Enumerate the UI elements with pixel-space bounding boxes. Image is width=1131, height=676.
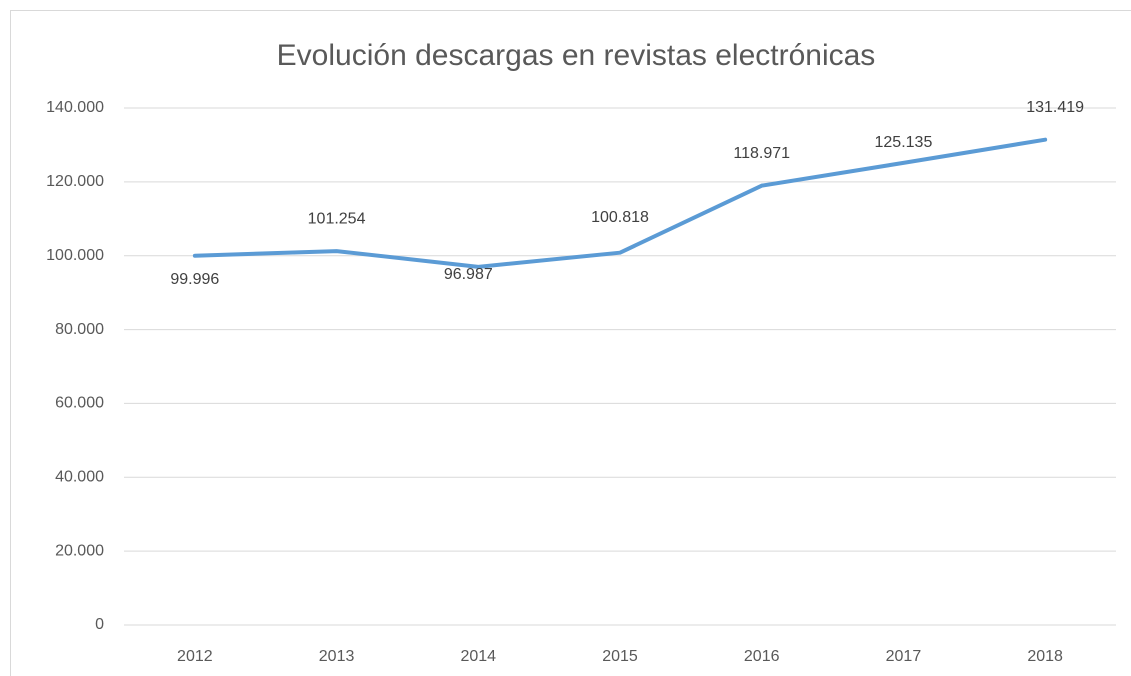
data-label: 131.419 — [1026, 99, 1084, 116]
y-tick-label: 80.000 — [55, 321, 104, 338]
x-tick-label: 2018 — [1027, 648, 1063, 665]
x-tick-label: 2017 — [886, 648, 922, 665]
line-series — [192, 137, 1048, 269]
y-tick-label: 100.000 — [46, 247, 104, 264]
data-label: 101.254 — [308, 210, 366, 227]
data-label: 125.135 — [875, 134, 933, 151]
chart-title: Evolución descargas en revistas electrón… — [277, 39, 876, 72]
y-tick-label: 20.000 — [55, 542, 104, 559]
data-label: 99.996 — [170, 271, 219, 288]
x-tick-label: 2012 — [177, 648, 213, 665]
data-label: 118.971 — [733, 145, 790, 162]
y-tick-label: 120.000 — [46, 173, 104, 190]
x-tick-label: 2013 — [319, 648, 355, 665]
data-label: 100.818 — [591, 209, 649, 226]
data-label: 96.987 — [444, 266, 493, 283]
x-tick-label: 2015 — [602, 648, 638, 665]
y-tick-label: 0 — [95, 616, 104, 633]
chart-border — [10, 10, 1131, 676]
x-tick-label: 2014 — [460, 648, 496, 665]
y-tick-label: 40.000 — [55, 469, 104, 486]
y-tick-label: 60.000 — [55, 395, 104, 412]
y-tick-label: 140.000 — [46, 99, 104, 116]
x-tick-label: 2016 — [744, 648, 780, 665]
